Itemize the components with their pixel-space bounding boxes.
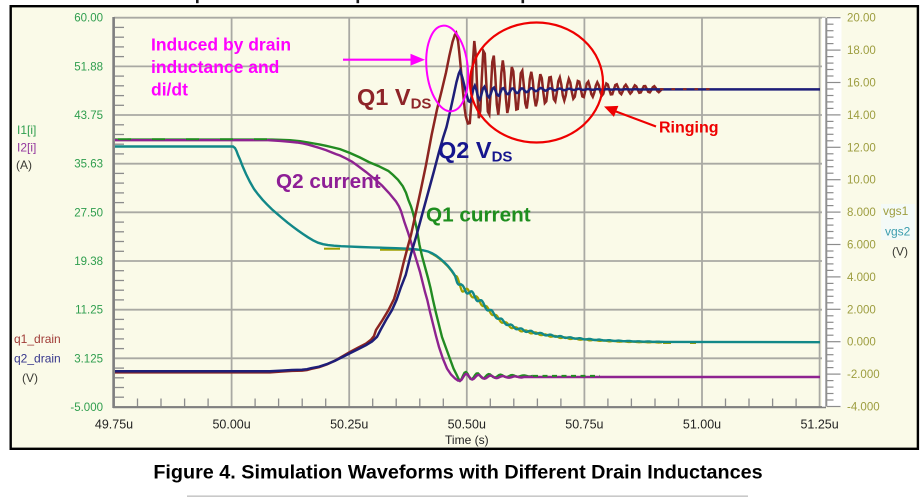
svg-text:-2.000: -2.000	[847, 369, 880, 381]
svg-text:8.000: 8.000	[847, 207, 876, 219]
svg-text:Figure 4. Simulation Waveforms: Figure 4. Simulation Waveforms with Diff…	[153, 462, 762, 484]
svg-text:18.00: 18.00	[847, 45, 876, 57]
svg-text:16.00: 16.00	[847, 78, 876, 90]
svg-text:Ringing: Ringing	[659, 120, 719, 137]
svg-text:Time (s): Time (s)	[445, 433, 489, 447]
svg-text:27.50: 27.50	[74, 207, 103, 219]
svg-text:-5.000: -5.000	[70, 402, 103, 414]
svg-text:(V): (V)	[892, 245, 908, 259]
svg-text:10.00: 10.00	[847, 175, 876, 187]
svg-text:I2[i]: I2[i]	[17, 141, 36, 155]
svg-text:Q1 VDS: Q1 VDS	[357, 84, 431, 113]
svg-text:51.88: 51.88	[74, 61, 103, 73]
svg-text:2.000: 2.000	[847, 304, 876, 316]
svg-text:3.125: 3.125	[74, 353, 103, 365]
svg-text:(V): (V)	[22, 371, 38, 385]
svg-text:49.75u: 49.75u	[95, 418, 133, 432]
svg-text:0.000: 0.000	[847, 337, 876, 349]
svg-text:inductance and: inductance and	[151, 57, 279, 77]
svg-text:51.00u: 51.00u	[683, 418, 721, 432]
svg-text:Q1 current: Q1 current	[426, 204, 531, 227]
svg-text:50.50u: 50.50u	[448, 418, 486, 432]
svg-text:60.00: 60.00	[74, 13, 103, 25]
svg-text:q1_drain: q1_drain	[14, 332, 61, 346]
svg-text:12.00: 12.00	[847, 142, 876, 154]
svg-text:50.25u: 50.25u	[330, 418, 368, 432]
svg-text:50.00u: 50.00u	[212, 418, 250, 432]
svg-text:51.25u: 51.25u	[800, 418, 838, 432]
svg-text:43.75: 43.75	[74, 110, 103, 122]
svg-text:4.000: 4.000	[847, 272, 876, 284]
svg-text:35.63: 35.63	[74, 159, 103, 171]
svg-text:6.000: 6.000	[847, 240, 876, 252]
svg-text:I1[i]: I1[i]	[17, 123, 36, 137]
svg-text:vgs1: vgs1	[883, 204, 909, 218]
svg-text:50.75u: 50.75u	[565, 418, 603, 432]
svg-text:vgs2: vgs2	[885, 225, 911, 239]
svg-text:Q2 current: Q2 current	[276, 170, 381, 193]
svg-text:-4.000: -4.000	[847, 402, 880, 414]
svg-text:20.00: 20.00	[847, 13, 876, 25]
svg-text:19.38: 19.38	[74, 256, 103, 268]
svg-text:q2_drain: q2_drain	[14, 352, 61, 366]
svg-text:11.25: 11.25	[75, 305, 103, 317]
svg-text:14.00: 14.00	[847, 110, 876, 122]
svg-text:Induced by drain: Induced by drain	[151, 35, 291, 55]
svg-text:di/dt: di/dt	[151, 80, 188, 100]
svg-text:(A): (A)	[16, 158, 32, 172]
